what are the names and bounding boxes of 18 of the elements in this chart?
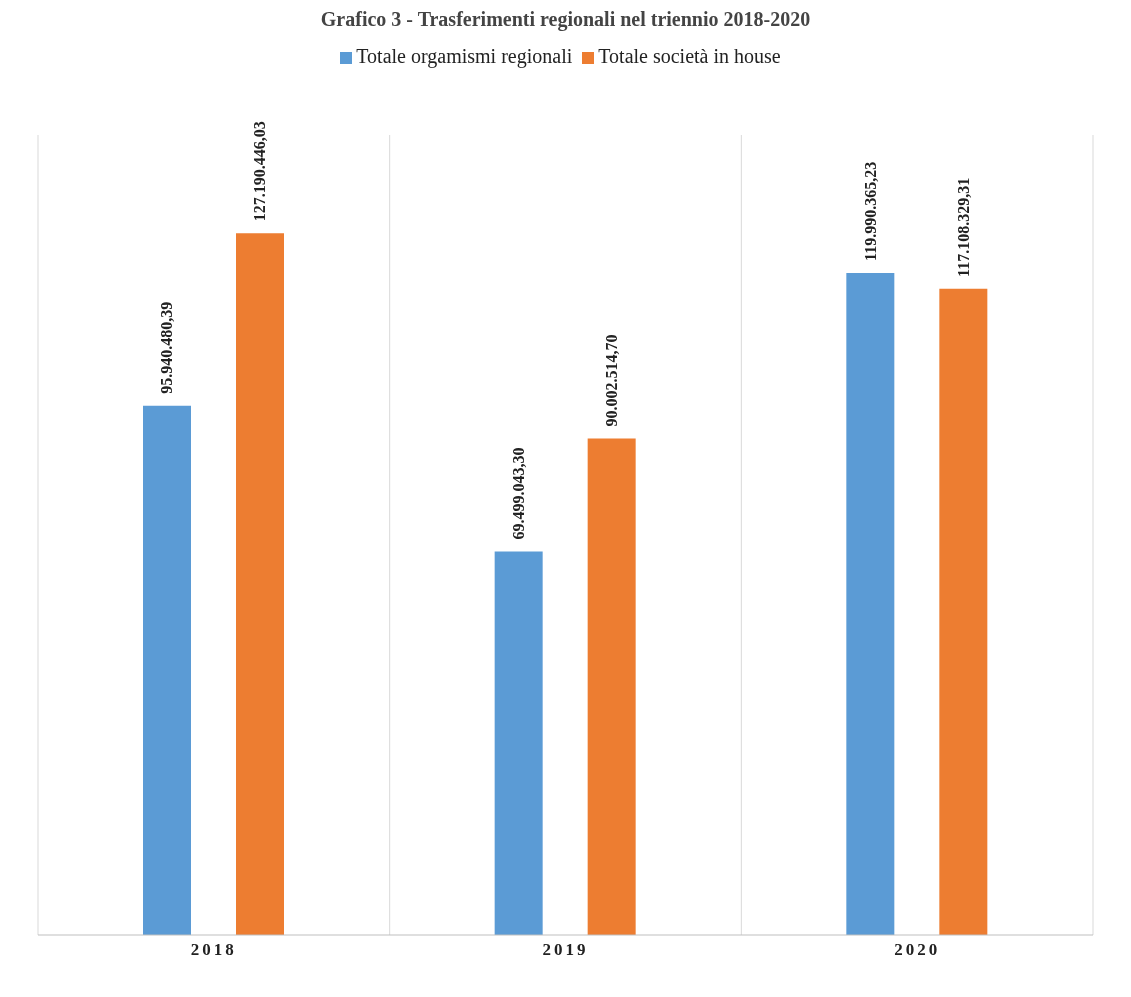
- x-tick-label: 2018: [190, 940, 237, 960]
- data-label: 117.108.329,31: [954, 177, 972, 277]
- data-label: 119.990.365,23: [861, 161, 879, 261]
- legend-label: Totale società in house: [598, 45, 781, 67]
- x-tick-label: 2019: [542, 940, 589, 960]
- data-label: 90.002.514,70: [603, 334, 621, 427]
- bar: [236, 233, 284, 935]
- data-label: 69.499.043,30: [510, 447, 528, 540]
- bar: [143, 405, 191, 935]
- data-label: 127.190.446,03: [251, 121, 269, 222]
- x-tick-label: 2020: [894, 940, 941, 960]
- data-label: 95.940.480,39: [158, 301, 176, 394]
- bar: [939, 288, 988, 935]
- bar: [494, 551, 543, 935]
- legend-label: Totale orgamismi regionali: [356, 45, 573, 67]
- bar: [846, 272, 895, 935]
- bar: [587, 438, 636, 935]
- chart-title: Grafico 3 - Trasferimenti regionali nel triennio 2018-2020: [319, 8, 812, 31]
